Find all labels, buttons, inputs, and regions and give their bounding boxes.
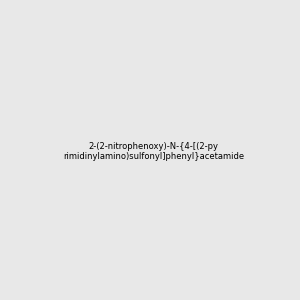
- Text: 2-(2-nitrophenoxy)-N-{4-[(2-py
rimidinylamino)sulfonyl]phenyl}acetamide: 2-(2-nitrophenoxy)-N-{4-[(2-py rimidinyl…: [63, 142, 244, 161]
